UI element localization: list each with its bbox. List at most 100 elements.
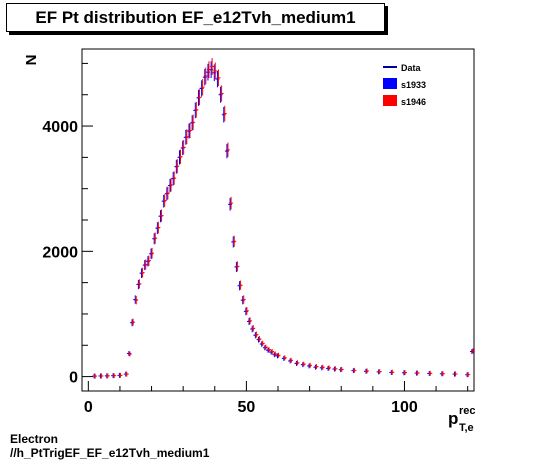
legend-entry-s1933: s1933 [383,78,426,90]
data-point [390,369,395,375]
data-point [184,129,189,145]
data-point [137,279,142,289]
data-point [428,370,433,376]
data-point [146,255,151,266]
series-s1933 [92,61,474,379]
data-point [165,186,170,200]
legend-box-swatch [383,95,397,106]
footer-histogram-path: //h_PtTrigEF_EF_e12Tvh_medium1 [10,446,210,460]
data-point [453,371,458,377]
data-point [260,340,265,347]
data-point [327,365,332,371]
y-tick-label: 2000 [42,244,78,261]
x-tick-label: 100 [391,399,418,416]
axes: 0 50 100 0 2000 4000 [42,48,475,416]
data-point [219,85,224,102]
data-point [273,351,278,357]
data-point [440,371,445,377]
data-point [295,360,300,366]
y-tick-label: 0 [69,370,78,387]
data-point [222,105,227,122]
data-point [238,280,243,290]
x-axis-label: p [448,409,458,428]
axis-labels: Np rec T,e [23,55,476,434]
data-point [263,344,268,350]
data-point [150,247,155,259]
data-point [134,295,139,305]
data-point [244,306,249,315]
data-point [191,114,196,130]
data-point [254,331,259,338]
data-point [210,58,215,75]
data-point [235,261,240,272]
data-point [402,370,407,376]
data-point [213,62,218,80]
data-point [352,367,357,373]
data-point [257,336,262,342]
legend-label: s1946 [401,97,426,107]
footer-particle-label: Electron [10,432,59,446]
data-point [112,373,117,379]
data-point [216,69,221,87]
data-point [203,67,208,85]
data-point [131,318,136,326]
data-point [105,373,110,379]
data-point [270,349,275,355]
data-point [339,366,344,372]
data-point [200,79,205,96]
data-point [181,140,186,155]
data-point [127,351,132,357]
data-point [172,171,177,185]
legend-label: s1933 [401,80,426,90]
data-point [194,101,199,118]
data-point [320,364,325,370]
data-point [308,362,313,368]
data-point [251,325,256,332]
data-point [156,221,161,234]
legend: Data s1933 s1946 [383,63,426,107]
x-tick-label: 0 [84,399,93,416]
data-point [267,347,272,353]
data-point [301,361,306,367]
data-point [466,372,471,378]
legend-box-swatch [383,78,397,89]
data-point [206,61,211,79]
series-s1946 [93,58,475,379]
data-point [232,235,237,247]
data-point [143,259,148,270]
x-tick-label: 50 [237,399,255,416]
data-point [241,295,246,304]
data-point [197,89,202,106]
data-point [314,364,319,370]
data-marks [92,58,475,379]
legend-entry-Data: Data [383,63,422,73]
y-tick-label: 4000 [42,119,78,136]
data-point [276,352,281,358]
data-point [225,142,230,158]
data-point [229,196,234,210]
data-point [93,373,98,379]
data-point [118,372,123,378]
chart-title-box: EF Pt distribution EF_e12Tvh_medium1 [6,3,385,32]
data-point [248,317,253,325]
data-point [99,373,104,379]
data-point [140,267,145,278]
data-point [289,357,294,363]
data-point [415,370,420,376]
chart-title: EF Pt distribution EF_e12Tvh_medium1 [35,8,356,27]
data-point [124,371,129,377]
data-point [178,149,183,164]
x-axis-label-superscript: rec [459,405,476,417]
data-point [175,159,180,174]
data-point [333,366,338,372]
data-point [365,368,370,374]
data-point [159,209,164,222]
x-axis-label-subscript: T,e [459,422,474,434]
data-point [162,194,167,207]
legend-label: Data [401,63,422,73]
data-point [153,232,158,244]
y-axis-label: N [23,55,40,66]
data-point [282,355,287,361]
data-point [377,369,382,375]
